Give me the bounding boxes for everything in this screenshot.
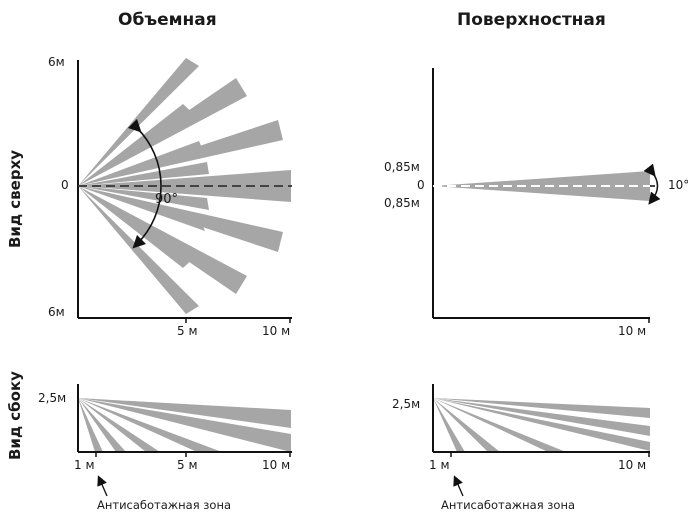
angle-label: 90° — [155, 192, 179, 207]
angle-label: 10° — [668, 178, 688, 192]
y-label-bottom: 6м — [48, 305, 65, 319]
up-arrow-icon — [453, 475, 464, 497]
beam — [78, 78, 247, 186]
y-label-upper: 0,85м — [384, 160, 420, 174]
title-volumetric: Объемная — [118, 10, 217, 30]
beam — [78, 398, 222, 452]
beam — [78, 186, 247, 294]
beam — [433, 398, 650, 451]
beam — [433, 398, 650, 418]
y-label-height: 2,5м — [392, 397, 421, 411]
x-label-10m: 10 м — [618, 324, 647, 338]
x-label-10m: 10 м — [262, 458, 291, 472]
beam — [433, 398, 650, 436]
beam — [433, 398, 566, 452]
title-surface: Поверхностная — [457, 10, 606, 30]
x-label-10m: 10 м — [618, 458, 647, 472]
beam — [433, 398, 465, 452]
x-label-1m: 1 м — [74, 458, 95, 472]
double-arrow-arc-icon — [643, 163, 661, 205]
beam — [78, 398, 291, 428]
antisabotage-zone-label: Антисаботажная зона — [441, 498, 576, 512]
beam — [78, 398, 103, 452]
x-label-10m: 10 м — [262, 324, 291, 338]
beam — [78, 398, 160, 452]
y-label-lower: 0,85м — [384, 196, 420, 210]
beam — [433, 398, 500, 452]
double-arrow-arc-icon — [127, 118, 162, 249]
beam — [78, 186, 199, 314]
x-label-1m: 1 м — [429, 458, 450, 472]
surface-top-view-beam — [433, 171, 650, 201]
y-label-top: 6м — [48, 55, 65, 69]
beam — [433, 171, 650, 201]
x-label-5m: 5 м — [177, 324, 198, 338]
x-label-5m: 5 м — [177, 458, 198, 472]
y-label-zero: 0 — [61, 178, 69, 192]
up-arrow-icon — [97, 475, 108, 497]
volumetric-side-view-beams — [78, 398, 291, 452]
y-label-height: 2,5м — [38, 391, 67, 405]
beam — [78, 398, 126, 452]
surface-side-view-beams — [433, 398, 650, 452]
antisabotage-zone-label: Антисаботажная зона — [97, 498, 232, 512]
beam — [78, 398, 291, 452]
y-label-zero: 0 — [417, 178, 425, 192]
